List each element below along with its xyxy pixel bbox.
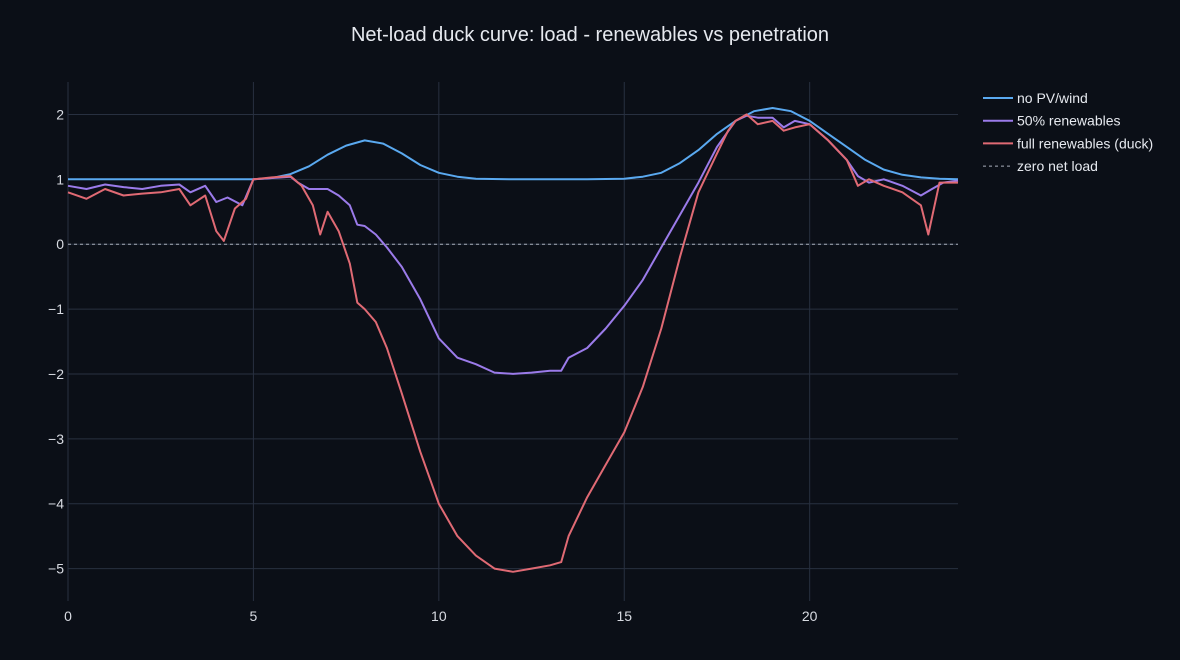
y-tick-label: −3 <box>48 431 64 447</box>
y-tick-label: −2 <box>48 366 64 382</box>
legend-label: zero net load <box>1017 158 1098 174</box>
y-tick-label: 2 <box>56 106 64 122</box>
legend-item[interactable]: zero net load <box>983 158 1098 174</box>
chart-title: Net-load duck curve: load - renewables v… <box>351 24 829 46</box>
x-tick-label: 10 <box>431 608 447 624</box>
y-tick-label: −1 <box>48 301 64 317</box>
x-tick-label: 5 <box>250 608 258 624</box>
series-line-full-renewables-duck <box>67 113 958 573</box>
legend-item[interactable]: full renewables (duck) <box>983 135 1153 151</box>
series-lines <box>67 107 959 573</box>
y-tick-label: −5 <box>48 561 64 577</box>
y-tick-label: 0 <box>56 236 64 252</box>
legend-item[interactable]: 50% renewables <box>983 113 1121 129</box>
legend-label: 50% renewables <box>1017 113 1121 129</box>
x-tick-label: 0 <box>64 608 72 624</box>
x-tick-label: 15 <box>616 608 632 624</box>
legend-label: full renewables (duck) <box>1017 135 1153 151</box>
legend-item[interactable]: no PV/wind <box>983 90 1088 106</box>
y-tick-label: 1 <box>56 171 64 187</box>
legend-label: no PV/wind <box>1017 90 1088 106</box>
y-tick-labels: 2 1 0 −1 −2 −3 −4 −5 <box>48 106 64 576</box>
legend[interactable]: no PV/wind 50% renewables full renewables … <box>983 90 1153 174</box>
y-tick-label: −4 <box>48 496 64 512</box>
x-tick-labels: 0 5 10 15 20 <box>64 608 818 624</box>
x-tick-label: 20 <box>802 608 818 624</box>
